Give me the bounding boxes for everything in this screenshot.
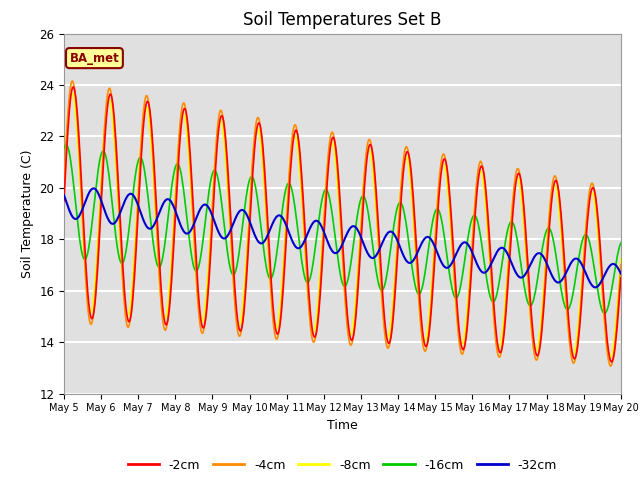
- Text: BA_met: BA_met: [70, 51, 119, 65]
- Legend: -2cm, -4cm, -8cm, -16cm, -32cm: -2cm, -4cm, -8cm, -16cm, -32cm: [123, 454, 562, 477]
- Y-axis label: Soil Temperature (C): Soil Temperature (C): [20, 149, 34, 278]
- X-axis label: Time: Time: [327, 419, 358, 432]
- Title: Soil Temperatures Set B: Soil Temperatures Set B: [243, 11, 442, 29]
